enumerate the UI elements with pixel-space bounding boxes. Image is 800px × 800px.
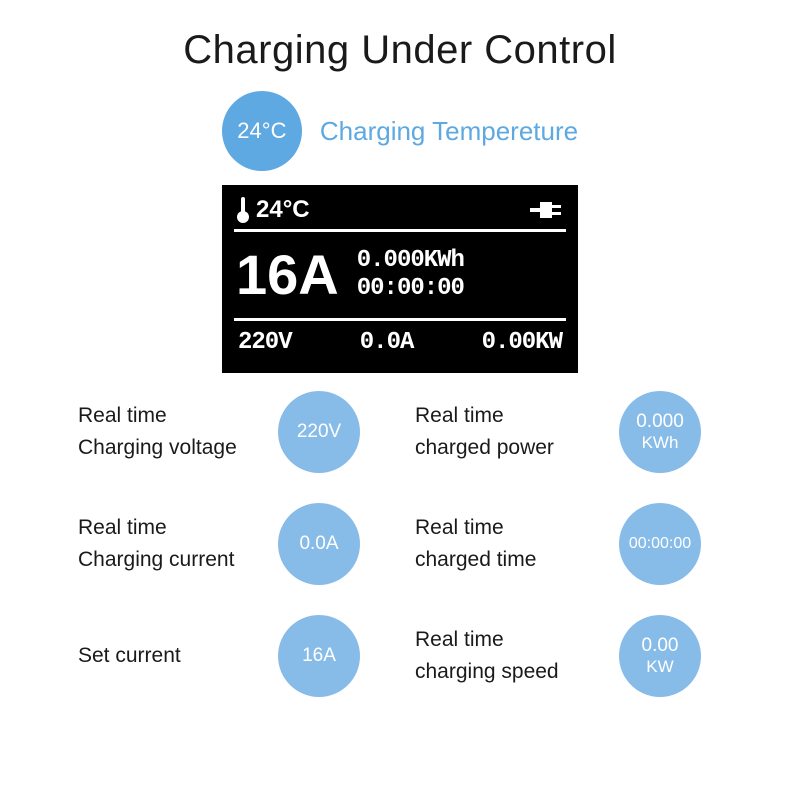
stat-label-line2: charging speed [415, 660, 607, 684]
lcd-time: 00:00:00 [357, 276, 464, 302]
stat-label-line1: Real time [415, 516, 607, 540]
stat-set-current: Set current 16A [78, 615, 403, 697]
lcd-temperature-value: 24°C [256, 196, 310, 224]
stat-charged-time: Real time charged time 00:00:00 [415, 503, 740, 585]
stat-voltage: Real time Charging voltage 220V [78, 391, 403, 473]
lcd-power: 0.00KW [482, 329, 562, 356]
stat-label-line2: charged time [415, 548, 607, 572]
stat-label-line1: Real time [415, 628, 607, 652]
page-title: Charging Under Control [0, 0, 800, 73]
stat-label-line1: Real time [78, 516, 266, 540]
stat-unit: KW [646, 657, 673, 677]
temperature-label: Charging Tempereture [320, 116, 578, 147]
stat-current: Real time Charging current 0.0A [78, 503, 403, 585]
stat-label-line2: Charging current [78, 548, 266, 572]
stat-charged-power-circle: 0.000 KWh [619, 391, 701, 473]
lcd-current: 0.0A [360, 329, 414, 356]
stat-value: 0.00 [642, 635, 679, 657]
temperature-row: 24°C Charging Tempereture [0, 91, 800, 171]
stat-current-circle: 0.0A [278, 503, 360, 585]
lcd-temperature: 24°C [236, 196, 310, 224]
stat-label-line1: Real time [78, 404, 266, 428]
stat-label-line2: Charging voltage [78, 436, 266, 460]
temperature-circle: 24°C [222, 91, 302, 171]
stat-charged-power: Real time charged power 0.000 KWh [415, 391, 740, 473]
lcd-kwh: 0.000KWh [357, 248, 464, 274]
lcd-bottom-row: 220V 0.0A 0.00KW [232, 321, 568, 363]
thermometer-icon [236, 196, 250, 224]
lcd-display: 24°C 16A 0.000KWh 00:00:00 220V 0.0A 0.0… [222, 185, 578, 373]
plug-icon [528, 198, 564, 222]
stat-value: 0.000 [636, 411, 684, 433]
stat-charged-time-circle: 00:00:00 [619, 503, 701, 585]
stat-label-line1: Real time [415, 404, 607, 428]
lcd-middle-row: 16A 0.000KWh 00:00:00 [232, 232, 568, 318]
stat-charging-speed: Real time charging speed 0.00 KW [415, 615, 740, 697]
stat-voltage-circle: 220V [278, 391, 360, 473]
lcd-top-row: 24°C [232, 191, 568, 229]
stat-label-line1: Set current [78, 644, 266, 668]
stat-set-current-circle: 16A [278, 615, 360, 697]
lcd-voltage: 220V [238, 329, 292, 356]
stat-charging-speed-circle: 0.00 KW [619, 615, 701, 697]
stats-grid: Real time Charging voltage 220V Real tim… [0, 391, 800, 697]
stat-unit: KWh [642, 433, 679, 453]
lcd-set-current: 16A [236, 247, 357, 303]
stat-label-line2: charged power [415, 436, 607, 460]
